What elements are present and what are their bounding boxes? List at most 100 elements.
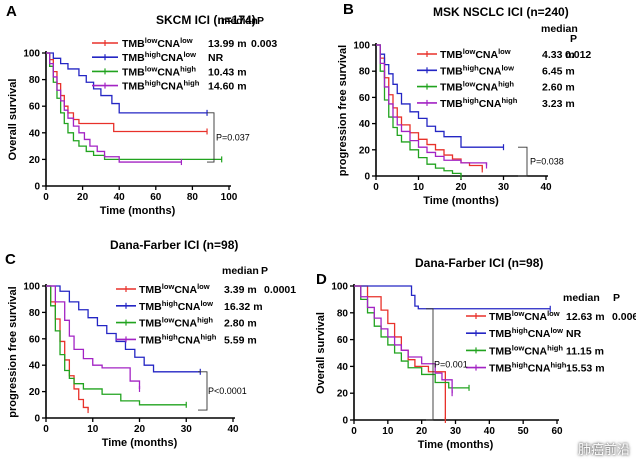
km-curve-high-high xyxy=(46,52,182,163)
x-tick-label: 20 xyxy=(77,192,89,203)
x-axis-label: Time (months) xyxy=(423,195,499,207)
median-value: 14.60 m xyxy=(208,81,247,93)
km-curve-low-low xyxy=(354,285,446,420)
y-tick-label: 60 xyxy=(337,335,349,346)
median-value: 5.59 m xyxy=(224,334,257,346)
legend-label: TMBlowCNAhigh xyxy=(489,343,563,357)
p-value: 0.0001 xyxy=(264,284,296,296)
x-tick-label: 60 xyxy=(150,192,162,203)
legend-label: TMBlowCNAlow xyxy=(489,309,560,323)
y-tick-label: 0 xyxy=(34,182,40,193)
legend-label: TMBlowCNAlow xyxy=(440,47,511,61)
x-tick-label: 0 xyxy=(43,424,49,435)
chart-title: Dana-Farber ICI (n=98) xyxy=(110,238,238,252)
y-tick-label: 60 xyxy=(359,93,371,104)
chart-title: Dana-Farber ICI (n=98) xyxy=(415,256,543,270)
legend-label: TMBlowCNAlow xyxy=(139,282,210,296)
y-tick-label: 80 xyxy=(29,308,41,319)
median-header: median xyxy=(221,15,258,27)
y-axis-label: Overall survival xyxy=(7,79,19,161)
p-header: P xyxy=(613,292,620,304)
y-axis-label: Overall survival xyxy=(315,312,327,394)
km-curve-low-high xyxy=(46,52,222,161)
median-value: NR xyxy=(566,328,582,340)
chart-title: MSK NSCLC ICI (n=240) xyxy=(433,5,569,19)
km-curve-low-high xyxy=(46,285,187,406)
panel-letter: C xyxy=(5,251,16,268)
median-value: 13.99 m xyxy=(208,38,247,50)
median-header: median xyxy=(563,292,600,304)
x-tick-label: 30 xyxy=(498,182,510,193)
legend-label: TMBhighCNAlow xyxy=(440,63,514,77)
km-curve-high-low xyxy=(46,285,201,373)
legend-label: TMBlowCNAhigh xyxy=(440,80,514,94)
panel-C: C Dana-Farber ICI (n=98) 0 10 20 30 40 0 20 40 60 8… xyxy=(5,238,296,449)
median-value: 15.53 m xyxy=(566,363,605,375)
y-tick-label: 40 xyxy=(29,128,41,139)
x-tick-label: 80 xyxy=(187,192,199,203)
p-bracket xyxy=(207,112,215,163)
p-bracket xyxy=(426,308,434,421)
y-tick-label: 100 xyxy=(23,49,40,60)
x-tick-label: 10 xyxy=(413,182,425,193)
x-tick-label: 0 xyxy=(43,192,49,203)
bracket-p-label: P<0.0001 xyxy=(208,386,247,396)
panel-A: A SKCM ICI (n=174) 0 20 40 60 80 100 0 20 40 60 80 10… xyxy=(6,3,277,217)
x-tick-label: 20 xyxy=(416,426,428,437)
y-tick-label: 20 xyxy=(29,155,41,166)
km-curve-low-low xyxy=(376,44,483,170)
legend-label: TMBhighCNAhigh xyxy=(122,79,200,93)
y-tick-label: 40 xyxy=(359,119,371,130)
y-tick-label: 40 xyxy=(337,362,349,373)
km-curve-high-high xyxy=(46,285,141,389)
p-bracket xyxy=(198,371,208,411)
y-axis-label: progression free survival xyxy=(337,45,349,176)
bracket-p-label: P=0.037 xyxy=(216,132,250,142)
x-tick-label: 30 xyxy=(181,424,193,435)
y-tick-label: 0 xyxy=(342,416,348,427)
x-tick-label: 40 xyxy=(484,426,496,437)
y-tick-label: 20 xyxy=(359,145,371,156)
watermark: 肺癌前沿 xyxy=(577,443,630,458)
x-tick-label: 10 xyxy=(382,426,394,437)
y-tick-label: 80 xyxy=(29,75,41,86)
y-tick-label: 0 xyxy=(364,172,370,183)
y-tick-label: 100 xyxy=(23,282,40,293)
median-value: 3.23 m xyxy=(542,98,575,110)
y-tick-label: 80 xyxy=(337,308,349,319)
legend-label: TMBhighCNAlow xyxy=(489,326,563,340)
y-tick-label: 100 xyxy=(331,282,348,293)
panel-letter: A xyxy=(6,3,17,20)
p-value: 0.006 xyxy=(612,311,636,323)
x-axis-label: Time (months) xyxy=(100,205,176,217)
x-tick-label: 40 xyxy=(227,424,239,435)
km-curve-high-high xyxy=(354,285,453,394)
median-value: 10.43 m xyxy=(208,66,247,78)
y-tick-label: 100 xyxy=(353,41,370,52)
y-tick-label: 20 xyxy=(29,387,41,398)
y-tick-label: 40 xyxy=(29,361,41,372)
x-tick-label: 60 xyxy=(551,426,563,437)
legend-label: TMBhighCNAhigh xyxy=(139,332,217,346)
median-value: 4.33 m xyxy=(542,49,575,61)
p-header: P xyxy=(261,265,268,277)
x-tick-label: 20 xyxy=(134,424,146,435)
x-tick-label: 0 xyxy=(351,426,357,437)
panel-D: D Dana-Farber ICI (n=98) 0 10 20 30 40 50 60 0 20 4… xyxy=(315,256,636,451)
median-header: median xyxy=(222,265,259,277)
p-value: 0.012 xyxy=(565,49,591,61)
median-value: 12.63 m xyxy=(566,311,605,323)
bracket-p-label: P=0.038 xyxy=(530,157,564,167)
x-tick-label: 10 xyxy=(87,424,99,435)
chart-title: SKCM ICI (n=174) xyxy=(156,13,256,27)
p-header: P xyxy=(257,15,264,27)
x-axis-label: Time (months) xyxy=(102,437,178,449)
median-value: 16.32 m xyxy=(224,301,263,313)
panel-letter: D xyxy=(316,271,327,288)
median-value: 11.15 m xyxy=(566,345,604,357)
bracket-p-label: P=0.001 xyxy=(434,359,468,369)
x-tick-label: 50 xyxy=(518,426,530,437)
x-tick-label: 40 xyxy=(540,182,552,193)
km-curve-low-high xyxy=(376,44,462,176)
